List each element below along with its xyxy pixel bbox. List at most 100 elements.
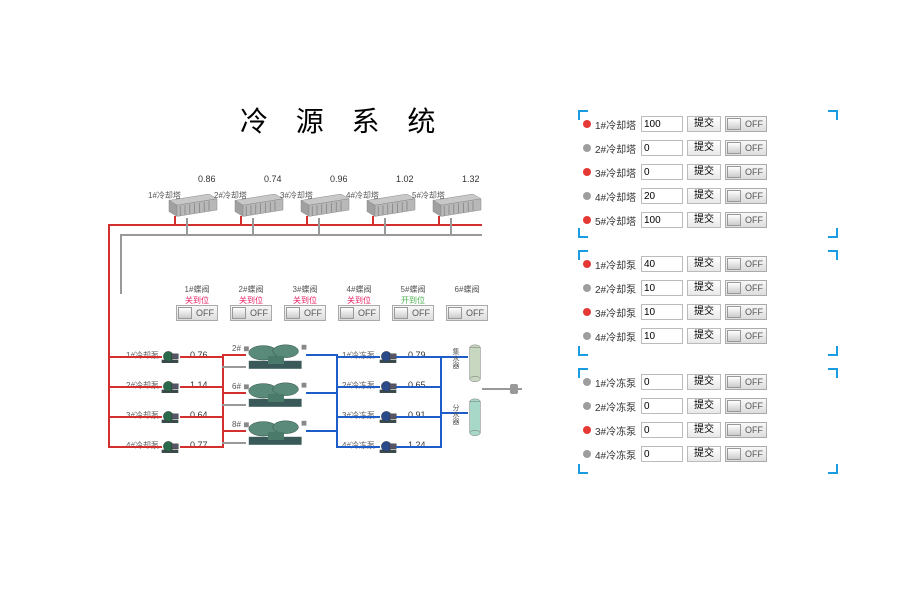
submit-button[interactable]: 提交 xyxy=(687,164,721,180)
row-label: 4#冷却泵 xyxy=(595,329,641,344)
valve-toggle[interactable]: OFF xyxy=(392,305,434,321)
value-input[interactable] xyxy=(641,422,683,438)
value-input[interactable] xyxy=(641,256,683,272)
off-toggle[interactable]: OFF xyxy=(725,116,767,132)
freeze-pump-value: 1.24 xyxy=(408,440,426,450)
valve-label: 1#蝶阀 xyxy=(174,284,220,295)
cooling-tower-icon xyxy=(432,194,482,218)
valve-toggle[interactable]: OFF xyxy=(284,305,326,321)
cool-pump-value: 0.77 xyxy=(190,440,208,450)
control-row: 5#冷却塔 提交OFF xyxy=(583,209,833,231)
status-dot xyxy=(583,308,591,316)
submit-button[interactable]: 提交 xyxy=(687,280,721,296)
cooling-tower-icon xyxy=(234,194,284,218)
freeze-pump-value: 0.79 xyxy=(408,350,426,360)
value-input[interactable] xyxy=(641,280,683,296)
valve-label: 2#蝶阀 xyxy=(228,284,274,295)
valve-toggle[interactable]: OFF xyxy=(176,305,218,321)
control-row: 4#冷冻泵提交OFF xyxy=(583,443,833,465)
control-row: 4#冷却塔 提交OFF xyxy=(583,185,833,207)
valve-toggle[interactable]: OFF xyxy=(446,305,488,321)
value-input[interactable] xyxy=(641,164,683,180)
chiller-icon xyxy=(244,340,308,370)
tower-value: 0.86 xyxy=(198,174,216,184)
value-input[interactable] xyxy=(641,304,683,320)
page-title: 冷 源 系 统 xyxy=(240,100,445,140)
row-label: 1#冷却塔 xyxy=(595,117,641,132)
pump-icon xyxy=(160,348,180,364)
value-input[interactable] xyxy=(641,374,683,390)
cooling-tower-icon xyxy=(366,194,416,218)
status-dot xyxy=(583,332,591,340)
value-input[interactable] xyxy=(641,212,683,228)
cool-pump-value: 1.14 xyxy=(190,380,208,390)
valve-box: 4#蝶阀关到位OFF xyxy=(336,284,382,318)
off-toggle[interactable]: OFF xyxy=(725,446,767,462)
submit-button[interactable]: 提交 xyxy=(687,328,721,344)
value-input[interactable] xyxy=(641,116,683,132)
water-collector-icon xyxy=(468,344,482,384)
tower-value: 0.96 xyxy=(330,174,348,184)
control-row: 1#冷却泵提交OFF xyxy=(583,253,833,275)
off-toggle[interactable]: OFF xyxy=(725,212,767,228)
off-toggle[interactable]: OFF xyxy=(725,164,767,180)
value-input[interactable] xyxy=(641,188,683,204)
water-distributor-icon xyxy=(468,398,482,438)
panel-cool-pump: 1#冷却泵提交OFF2#冷却泵提交OFF3#冷却泵提交OFF4#冷却泵提交OFF xyxy=(578,250,838,356)
chiller-icon xyxy=(244,378,308,408)
pump-icon xyxy=(378,438,398,454)
valve-label: 3#蝶阀 xyxy=(282,284,328,295)
row-label: 4#冷却塔 xyxy=(595,189,641,204)
off-toggle[interactable]: OFF xyxy=(725,328,767,344)
pump-icon xyxy=(378,348,398,364)
valve-state: 开到位 xyxy=(390,295,436,305)
valve-label: 5#蝶阀 xyxy=(390,284,436,295)
freeze-pump-value: 0.65 xyxy=(408,380,426,390)
submit-button[interactable]: 提交 xyxy=(687,212,721,228)
control-row: 2#冷冻泵提交OFF xyxy=(583,395,833,417)
status-dot xyxy=(583,426,591,434)
submit-button[interactable]: 提交 xyxy=(687,398,721,414)
valve-state: 关到位 xyxy=(336,295,382,305)
status-dot xyxy=(583,168,591,176)
status-dot xyxy=(583,402,591,410)
off-toggle[interactable]: OFF xyxy=(725,188,767,204)
valve-state xyxy=(444,295,490,305)
value-input[interactable] xyxy=(641,140,683,156)
valve-box: 2#蝶阀关到位OFF xyxy=(228,284,274,318)
value-input[interactable] xyxy=(641,398,683,414)
control-row: 1#冷冻泵提交OFF xyxy=(583,371,833,393)
cool-pump-value: 0.64 xyxy=(190,410,208,420)
off-toggle[interactable]: OFF xyxy=(725,280,767,296)
off-toggle[interactable]: OFF xyxy=(725,398,767,414)
submit-button[interactable]: 提交 xyxy=(687,446,721,462)
chiller-icon xyxy=(244,416,308,446)
control-row: 3#冷却塔提交OFF xyxy=(583,161,833,183)
submit-button[interactable]: 提交 xyxy=(687,256,721,272)
valve-toggle[interactable]: OFF xyxy=(230,305,272,321)
pump-icon xyxy=(160,408,180,424)
submit-button[interactable]: 提交 xyxy=(687,304,721,320)
valve-label: 4#蝶阀 xyxy=(336,284,382,295)
valve-toggle[interactable]: OFF xyxy=(338,305,380,321)
off-toggle[interactable]: OFF xyxy=(725,422,767,438)
value-input[interactable] xyxy=(641,328,683,344)
chiller-id: 2# xyxy=(232,344,241,353)
row-label: 2#冷却泵 xyxy=(595,281,641,296)
submit-button[interactable]: 提交 xyxy=(687,188,721,204)
submit-button[interactable]: 提交 xyxy=(687,374,721,390)
value-input[interactable] xyxy=(641,446,683,462)
off-toggle[interactable]: OFF xyxy=(725,304,767,320)
off-toggle[interactable]: OFF xyxy=(725,374,767,390)
row-label: 5#冷却塔 xyxy=(595,213,641,228)
pump-icon xyxy=(378,408,398,424)
valve-label: 6#蝶阀 xyxy=(444,284,490,295)
off-toggle[interactable]: OFF xyxy=(725,256,767,272)
submit-button[interactable]: 提交 xyxy=(687,422,721,438)
submit-button[interactable]: 提交 xyxy=(687,140,721,156)
off-toggle[interactable]: OFF xyxy=(725,140,767,156)
submit-button[interactable]: 提交 xyxy=(687,116,721,132)
control-row: 2#冷却泵 提交OFF xyxy=(583,277,833,299)
valve-state: 关到位 xyxy=(282,295,328,305)
panel-tower: 1#冷却塔提交OFF2#冷却塔提交OFF3#冷却塔提交OFF4#冷却塔提交OFF… xyxy=(578,110,838,238)
